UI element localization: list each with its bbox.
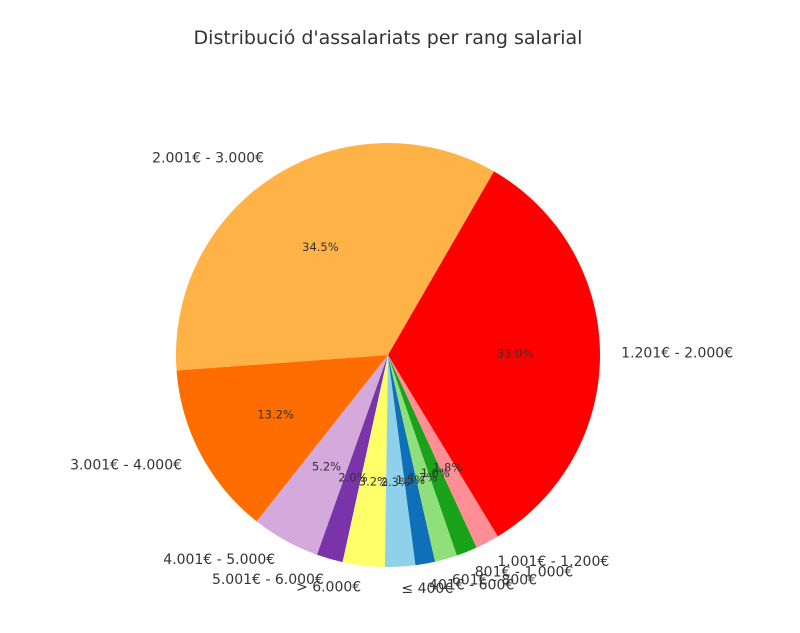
percent-labels: 34.5% 13.2% 5.2%2.0%3.2%2.3%1.5%1.7%1.6%1.… <box>257 240 533 489</box>
chart-title: Distribució d'assalariats per rang salar… <box>194 27 583 49</box>
percent-label: 2.0% <box>338 470 367 484</box>
pie-slices <box>176 143 601 567</box>
category-label: 801€ - 1.000€ <box>475 564 574 580</box>
percent-label: 1.5% <box>396 473 425 487</box>
category-label: 2.001€ - 3.000€ <box>152 150 264 166</box>
pie-slice <box>342 355 388 567</box>
pie-slice <box>388 355 477 556</box>
pie-slice <box>317 355 388 563</box>
category-label: 1.201€ - 2.000€ <box>621 346 733 362</box>
percent-label: 1.6% <box>421 466 450 480</box>
pie-slice <box>176 355 388 522</box>
percent-label: 1.7% <box>408 470 437 484</box>
category-label: ≤ 400€ <box>401 581 453 597</box>
pie-slice <box>256 355 388 555</box>
percent-label: 33.0% <box>497 347 534 361</box>
pie-slice <box>388 171 601 537</box>
pie-slice <box>388 355 457 562</box>
percent-label: 2.3% <box>381 475 410 489</box>
pie-slice <box>384 355 416 567</box>
category-label: 5.001€ - 6.000€ <box>212 572 324 588</box>
pie-slice <box>388 355 436 566</box>
percent-label: 34.5% <box>302 240 339 254</box>
percent-label: 3.2% <box>359 474 388 488</box>
pie-slice <box>388 355 498 548</box>
percent-label: 5.2% <box>312 459 341 473</box>
category-labels: 2.001€ - 3.000€ 3.001€ - 4.000€ 4.001€ - 5… <box>70 150 733 596</box>
pie-slice <box>176 143 495 371</box>
category-label: 401€ - 600€ <box>429 578 514 594</box>
category-label: > 6.000€ <box>296 580 361 596</box>
category-label: 3.001€ - 4.000€ <box>70 457 182 473</box>
percent-label: 13.2% <box>257 408 294 422</box>
category-label: 601€ - 800€ <box>452 572 537 588</box>
category-label: 1.001€ - 1.200€ <box>497 554 609 570</box>
percent-label: 1.8% <box>433 460 462 474</box>
category-label: 4.001€ - 5.000€ <box>163 552 275 568</box>
